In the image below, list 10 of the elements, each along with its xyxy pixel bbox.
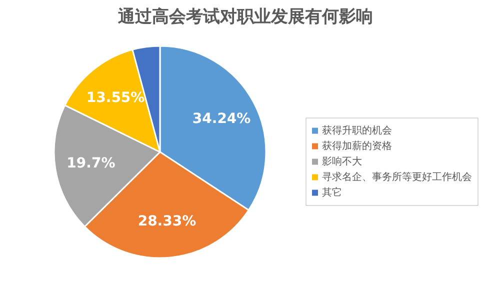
legend-label: 获得升职的机会 — [322, 124, 392, 136]
data-label: 34.24% — [192, 110, 251, 127]
chart-title: 通过高会考试对职业发展有何影响 — [117, 7, 373, 27]
legend-label: 其它 — [322, 186, 342, 198]
data-label: 13.55% — [86, 90, 145, 106]
legend-label: 获得加薪的资格 — [322, 140, 392, 152]
legend-label: 寻求名企、事务所等更好工作机会 — [322, 170, 472, 183]
legend-label: 影响不大 — [322, 155, 362, 168]
data-label: 28.33% — [138, 214, 196, 230]
data-label: 19.7% — [66, 155, 116, 172]
